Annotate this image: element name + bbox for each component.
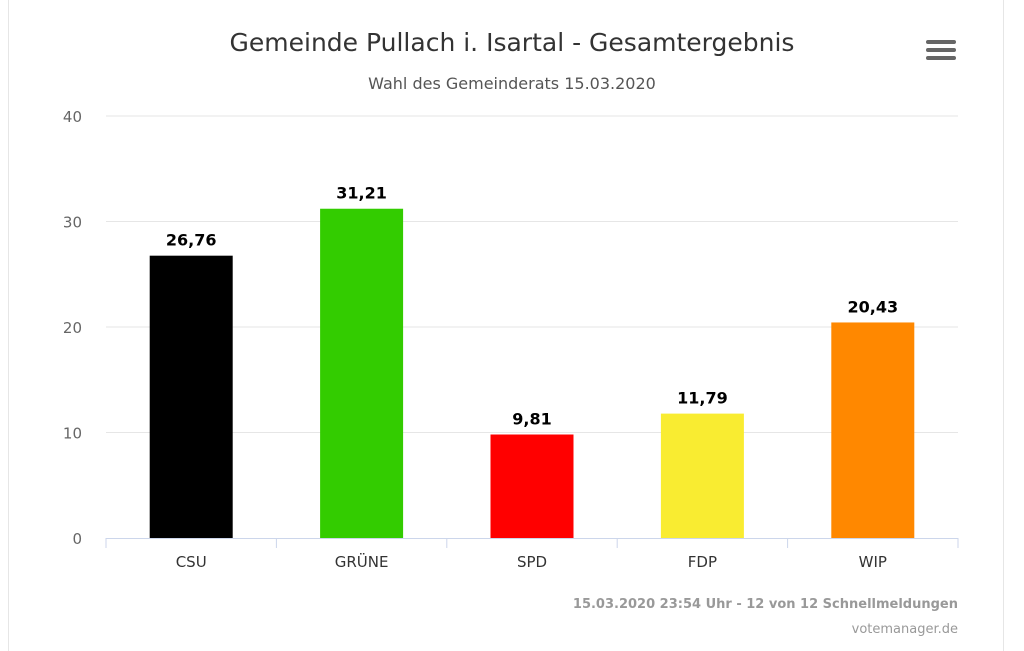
y-tick-label: 30 <box>63 214 82 232</box>
menu-line <box>926 56 956 60</box>
credits-source-link[interactable]: votemanager.de <box>851 622 958 637</box>
y-tick-label: 0 <box>72 530 82 548</box>
data-label: 31,21 <box>336 184 387 203</box>
data-label: 26,76 <box>166 231 217 250</box>
bar-grüne <box>320 208 404 538</box>
chart-frame <box>8 0 1004 651</box>
chart-title: Gemeinde Pullach i. Isartal - Gesamterge… <box>229 28 795 57</box>
menu-line <box>926 48 956 52</box>
data-label: 11,79 <box>677 389 728 408</box>
x-tick-label: FDP <box>688 553 717 571</box>
bar-wip <box>831 322 915 538</box>
x-tick-label: GRÜNE <box>335 552 389 571</box>
y-tick-label: 40 <box>63 108 82 126</box>
data-label: 20,43 <box>847 297 898 316</box>
menu-line <box>926 40 956 44</box>
bar-csu <box>149 255 233 538</box>
credits-timestamp: 15.03.2020 23:54 Uhr - 12 von 12 Schnell… <box>572 597 958 612</box>
x-tick-label: SPD <box>517 553 547 571</box>
x-tick-label: WIP <box>859 553 887 571</box>
bar-spd <box>490 434 574 538</box>
data-label: 9,81 <box>512 410 551 429</box>
hamburger-menu-icon[interactable] <box>926 40 956 66</box>
x-tick-label: CSU <box>176 553 207 571</box>
chart-subtitle: Wahl des Gemeinderats 15.03.2020 <box>368 74 656 93</box>
y-tick-label: 20 <box>63 319 82 337</box>
y-tick-label: 10 <box>63 425 82 443</box>
bar-fdp <box>660 413 744 538</box>
